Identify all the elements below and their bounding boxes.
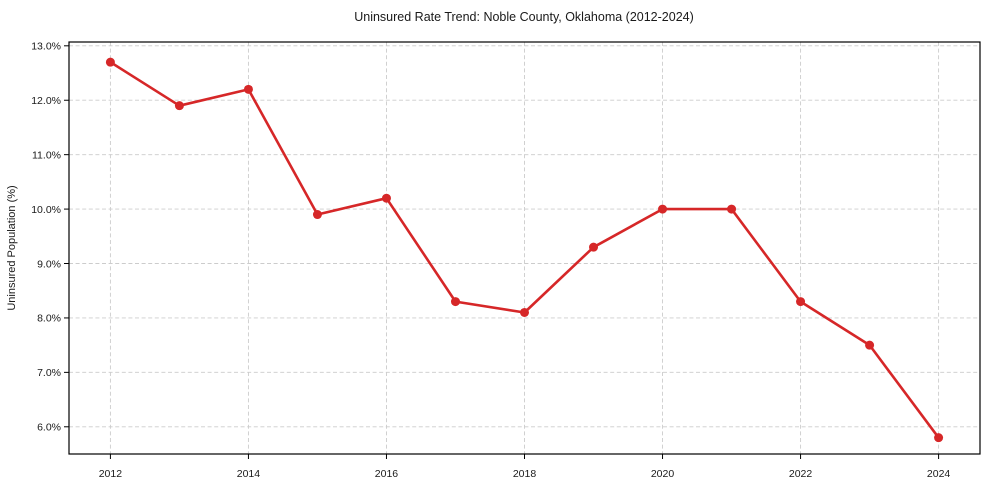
chart-title: Uninsured Rate Trend: Noble County, Okla… xyxy=(354,10,694,24)
y-tick-label: 12.0% xyxy=(31,95,61,107)
data-point-marker xyxy=(520,307,529,317)
y-tick-label: 7.0% xyxy=(37,367,61,379)
data-point-marker xyxy=(865,340,875,350)
grid-layer xyxy=(69,42,980,454)
y-tick-label: 6.0% xyxy=(37,422,61,434)
data-point-marker xyxy=(796,297,806,307)
y-tick-label: 13.0% xyxy=(31,41,61,53)
data-point-marker xyxy=(450,297,460,307)
axis-ticks-layer: 2012 2014 2016 2018 2020 2022 2024 6.0% 7.0% 8.0%… xyxy=(31,41,950,480)
plot-border xyxy=(68,41,981,455)
y-tick-label: 9.0% xyxy=(37,258,61,270)
data-point-marker xyxy=(243,84,253,94)
data-point-marker xyxy=(727,204,737,214)
y-tick-label: 10.0% xyxy=(31,204,61,216)
data-series-layer xyxy=(105,57,944,443)
data-point-marker xyxy=(312,210,322,220)
data-point-marker xyxy=(174,101,184,111)
x-tick-label: 2020 xyxy=(651,468,675,480)
data-point-marker xyxy=(381,193,391,203)
x-tick-label: 2024 xyxy=(927,468,951,480)
y-tick-label: 8.0% xyxy=(37,313,61,325)
y-tick-label: 11.0% xyxy=(32,149,61,161)
data-point-marker xyxy=(934,433,944,443)
data-point-marker xyxy=(589,242,599,252)
data-point-marker xyxy=(658,204,668,214)
x-tick-label: 2016 xyxy=(375,468,399,480)
x-tick-label: 2012 xyxy=(99,468,123,480)
y-axis-title: Uninsured Population (%) xyxy=(6,185,18,310)
x-tick-label: 2022 xyxy=(789,468,813,480)
x-tick-label: 2014 xyxy=(237,468,261,480)
x-tick-label: 2018 xyxy=(513,468,537,480)
data-point-marker xyxy=(105,57,115,67)
